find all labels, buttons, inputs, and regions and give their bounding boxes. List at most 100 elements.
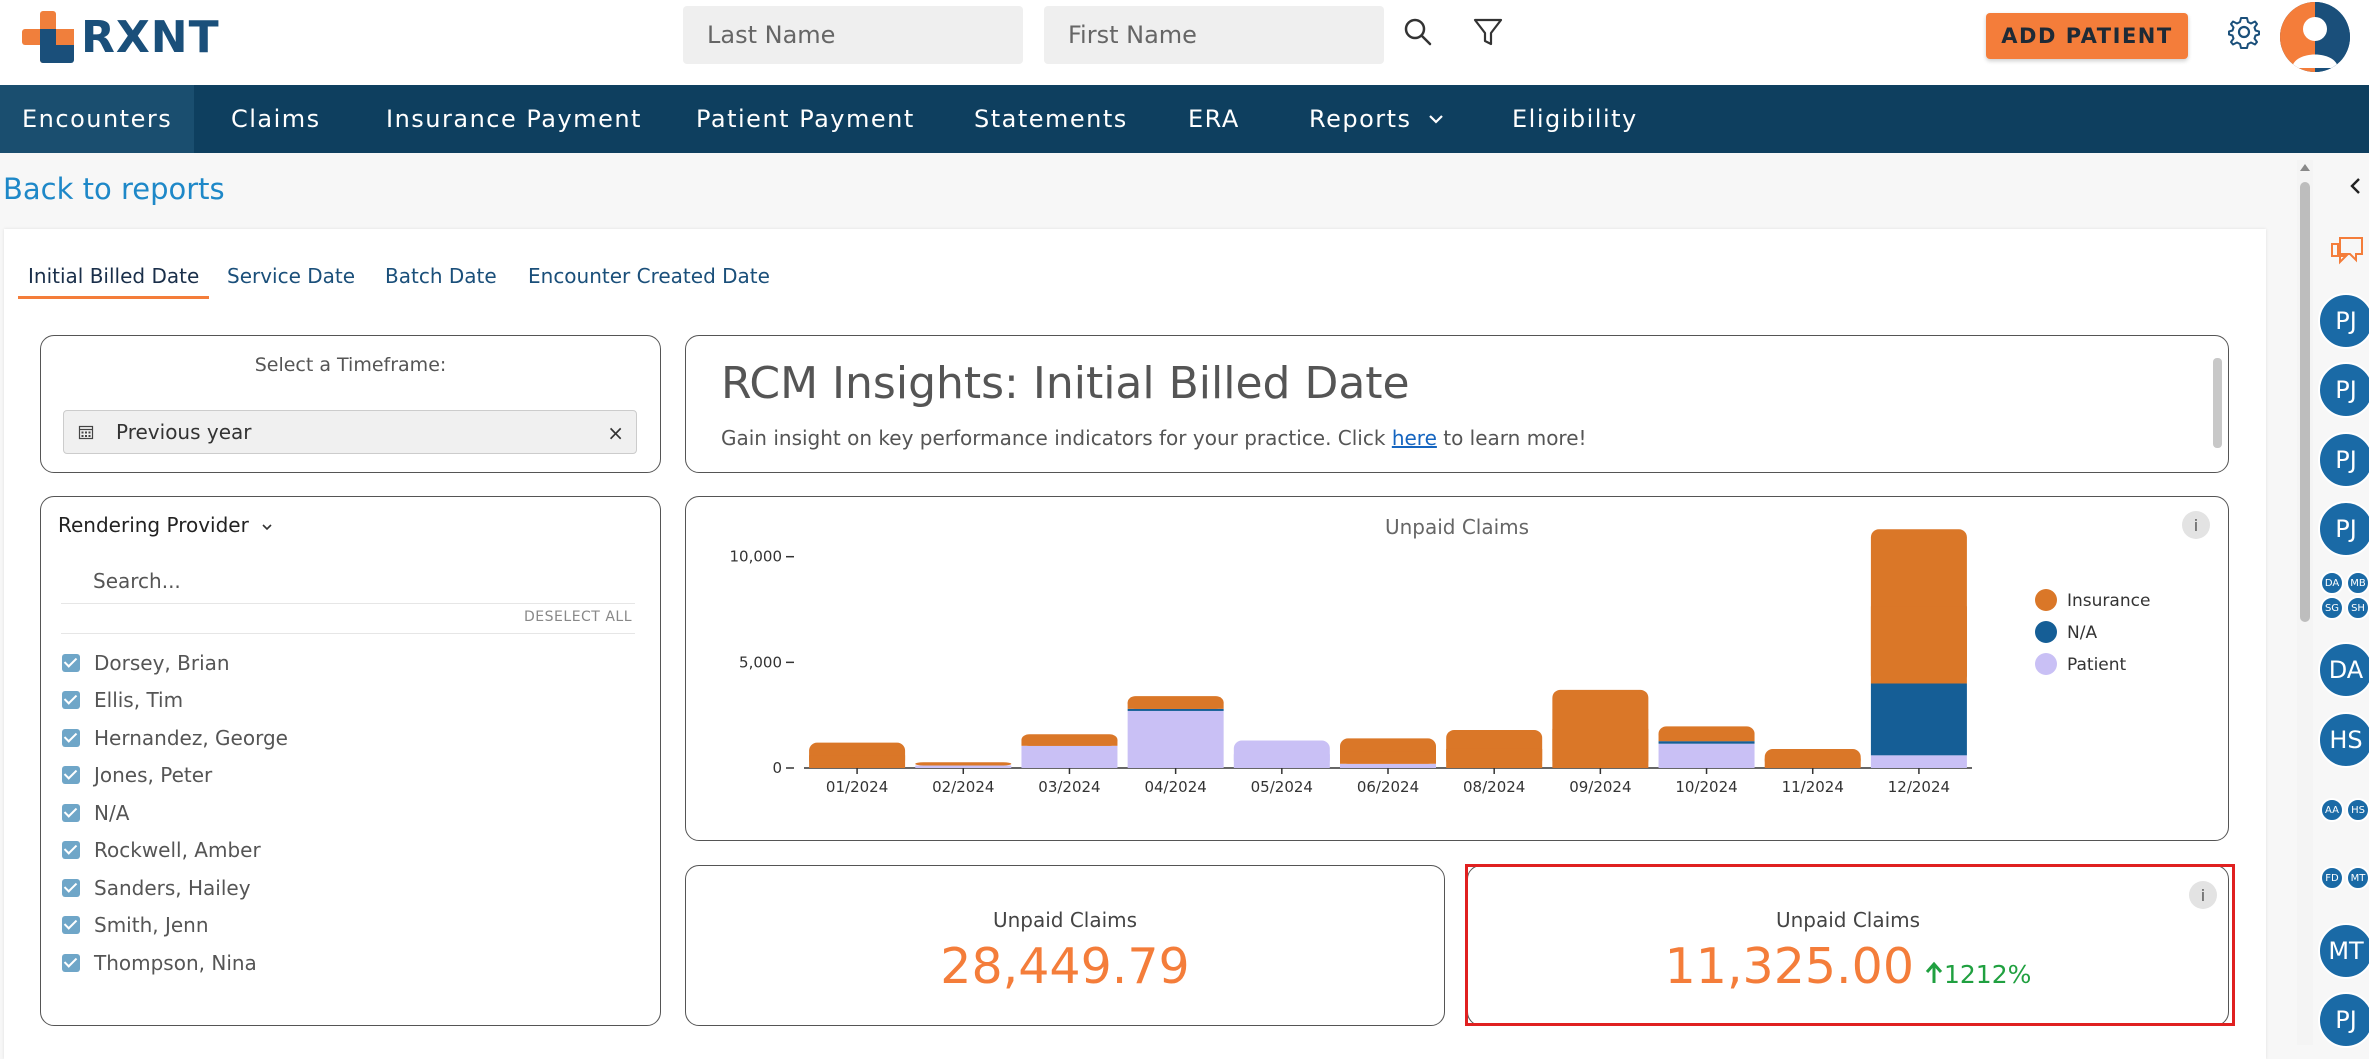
add-patient-button[interactable]: ADD PATIENT xyxy=(1986,13,2188,59)
nav-statements[interactable]: Statements xyxy=(974,105,1128,133)
tab-batch-date[interactable]: Batch Date xyxy=(385,264,497,288)
nav-patient-payment[interactable]: Patient Payment xyxy=(696,105,915,133)
chart-title: Unpaid Claims xyxy=(1384,515,1530,539)
nav-insurance-payment[interactable]: Insurance Payment xyxy=(386,105,642,133)
last-name-input[interactable]: Last Name xyxy=(683,6,1023,64)
provider-item[interactable]: Hernandez, George xyxy=(62,724,288,752)
bar-segment[interactable] xyxy=(1870,755,1967,768)
insights-scrollbar[interactable] xyxy=(2213,358,2222,448)
bar-stack[interactable] xyxy=(1552,689,1649,768)
bar-segment-fill xyxy=(809,755,906,768)
user-badge-small[interactable]: AA xyxy=(2320,798,2344,822)
provider-item[interactable]: Smith, Jenn xyxy=(62,911,209,939)
provider-search-input[interactable]: Search... xyxy=(93,569,181,593)
gear-icon[interactable] xyxy=(2226,14,2262,50)
provider-item[interactable]: Dorsey, Brian xyxy=(62,649,230,677)
scroll-up-icon[interactable] xyxy=(2300,164,2310,171)
bar-stack[interactable] xyxy=(1446,729,1543,768)
provider-item[interactable]: Ellis, Tim xyxy=(62,686,183,714)
tab-initial-billed-date[interactable]: Initial Billed Date xyxy=(18,264,210,299)
tab-encounter-created-date[interactable]: Encounter Created Date xyxy=(528,264,770,288)
learn-more-link[interactable]: here xyxy=(1391,426,1437,450)
info-icon[interactable]: i xyxy=(2182,511,2210,539)
nav-eligibility[interactable]: Eligibility xyxy=(1512,105,1638,133)
checkbox-checked-icon[interactable] xyxy=(62,729,80,747)
checkbox-checked-icon[interactable] xyxy=(62,841,80,859)
bar-segment[interactable] xyxy=(1870,683,1967,756)
user-badge-small[interactable]: MT xyxy=(2346,866,2369,890)
clear-timeframe-icon[interactable]: × xyxy=(607,421,624,445)
bar-stack[interactable] xyxy=(915,762,1012,768)
user-avatar[interactable] xyxy=(2280,2,2350,72)
user-badge-small[interactable]: MB xyxy=(2346,571,2369,595)
checkbox-checked-icon[interactable] xyxy=(62,879,80,897)
bar-segment[interactable] xyxy=(915,765,1012,768)
nav-claims[interactable]: Claims xyxy=(231,105,321,133)
bar-segment[interactable] xyxy=(1340,763,1436,768)
user-badge-small[interactable]: SH xyxy=(2346,596,2369,620)
user-badge[interactable]: HS xyxy=(2318,712,2369,768)
avatar-icon xyxy=(2280,2,2350,72)
checkbox-checked-icon[interactable] xyxy=(62,766,80,784)
kpi-card-total: Unpaid Claims 28,449.79 xyxy=(685,865,1445,1026)
chat-icon[interactable] xyxy=(2328,232,2366,268)
user-badge-small[interactable]: DA xyxy=(2320,571,2344,595)
tab-service-date[interactable]: Service Date xyxy=(227,264,356,288)
scrollbar-thumb[interactable] xyxy=(2300,182,2310,622)
bar-stack[interactable] xyxy=(1340,738,1436,768)
bar-segment[interactable] xyxy=(1021,745,1118,768)
chevron-left-icon[interactable] xyxy=(2348,176,2364,196)
bar-segment[interactable] xyxy=(1127,710,1224,768)
deselect-all-button[interactable]: DESELECT ALL xyxy=(524,609,632,625)
bar-stack[interactable] xyxy=(1021,734,1118,768)
rxnt-logo[interactable]: RXNT xyxy=(22,10,222,64)
back-to-reports-link[interactable]: Back to reports xyxy=(3,172,225,206)
user-badge[interactable]: PJ xyxy=(2318,992,2369,1048)
legend-label: Patient xyxy=(2067,655,2127,675)
info-icon[interactable]: i xyxy=(2189,881,2217,909)
checkbox-checked-icon[interactable] xyxy=(62,654,80,672)
user-badge-small[interactable]: SG xyxy=(2320,596,2344,620)
user-badge[interactable]: PJ xyxy=(2318,293,2369,349)
provider-item[interactable]: Sanders, Hailey xyxy=(62,874,251,902)
bar-stack[interactable] xyxy=(1764,748,1861,768)
bar-segment[interactable] xyxy=(1658,741,1755,744)
checkbox-checked-icon[interactable] xyxy=(62,691,80,709)
user-badge[interactable]: PJ xyxy=(2318,501,2369,557)
bar-stack[interactable] xyxy=(1658,726,1755,768)
user-badge-small[interactable]: HS xyxy=(2346,798,2369,822)
x-tick-label: 12/2024 xyxy=(1888,778,1950,796)
bar-segment-fill xyxy=(1764,758,1861,768)
provider-name: Hernandez, George xyxy=(94,726,288,750)
bar-stack[interactable] xyxy=(1127,696,1224,768)
provider-item[interactable]: N/A xyxy=(62,799,129,827)
page-scrollbar[interactable] xyxy=(2297,160,2313,1045)
user-badge[interactable]: PJ xyxy=(2318,432,2369,488)
bar-stack[interactable] xyxy=(1870,529,1967,768)
checkbox-checked-icon[interactable] xyxy=(62,954,80,972)
user-badge[interactable]: PJ xyxy=(2318,362,2369,418)
nav-reports[interactable]: Reports xyxy=(1287,85,1466,153)
bar-segment[interactable] xyxy=(915,762,1012,766)
bar-stack[interactable] xyxy=(809,742,906,768)
bar-segment[interactable] xyxy=(1658,743,1755,768)
chevron-down-icon xyxy=(262,524,272,531)
checkbox-checked-icon[interactable] xyxy=(62,804,80,822)
provider-item[interactable]: Rockwell, Amber xyxy=(62,836,261,864)
bar-segment[interactable] xyxy=(1127,708,1224,711)
first-name-input[interactable]: First Name xyxy=(1044,6,1384,64)
timeframe-select[interactable]: Previous year × xyxy=(63,410,637,454)
nav-era[interactable]: ERA xyxy=(1188,105,1240,133)
user-badge[interactable]: DA xyxy=(2318,642,2369,698)
provider-item[interactable]: Thompson, Nina xyxy=(62,949,257,977)
checkbox-checked-icon[interactable] xyxy=(62,916,80,934)
rendering-provider-dropdown[interactable]: Rendering Provider xyxy=(58,513,273,537)
x-tick-label: 09/2024 xyxy=(1569,778,1631,796)
nav-encounters[interactable]: Encounters xyxy=(0,85,195,153)
user-badge[interactable]: MT xyxy=(2318,923,2369,979)
user-badge-small[interactable]: FD xyxy=(2320,866,2344,890)
provider-item[interactable]: Jones, Peter xyxy=(62,761,212,789)
bar-stack[interactable] xyxy=(1233,740,1330,768)
filter-icon[interactable] xyxy=(1470,14,1506,50)
search-icon[interactable] xyxy=(1400,14,1436,50)
